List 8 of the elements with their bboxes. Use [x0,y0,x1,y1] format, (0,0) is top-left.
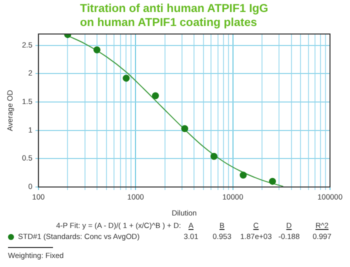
point [122,74,130,82]
point [268,178,276,185]
chart-title: Titration of anti human ATPIF1 IgG on human ATPIF1 coating plates [80,2,270,30]
point [210,152,218,160]
point [181,125,188,132]
point [152,92,159,100]
point [93,46,100,54]
point [240,172,247,179]
